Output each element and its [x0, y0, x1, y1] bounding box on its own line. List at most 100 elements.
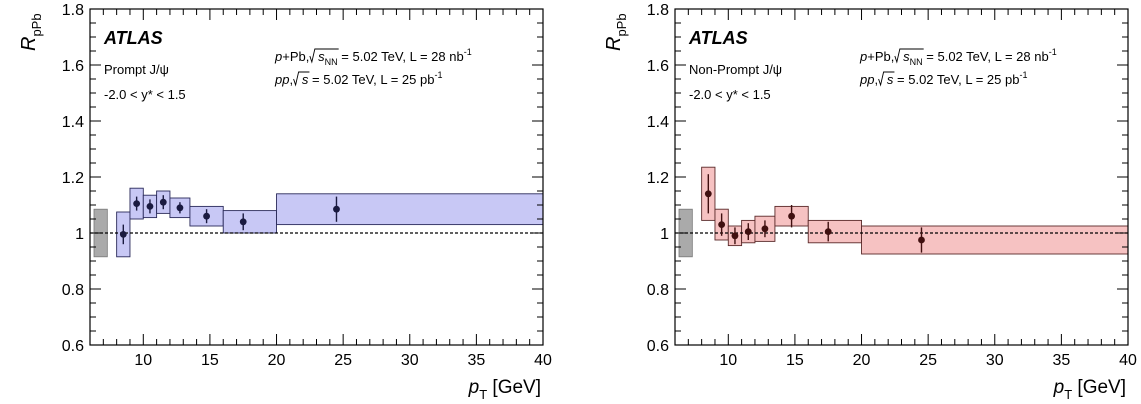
annotation-system: pp [274, 72, 289, 87]
annotation-sqrt-var: s [903, 49, 910, 64]
data-point-3 [146, 203, 154, 210]
x-tick-label: 10 [134, 352, 152, 369]
annotation-text: pp, s = 5.02 TeV, L = 25 pb-1 [274, 70, 442, 87]
systematic-box-7 [222, 210, 277, 234]
panel-prompt: 10 15 20 25 30 35 400.60.811.21.41.61.8pT [GeV… [18, 2, 552, 402]
annotation-system-rest: , [289, 72, 296, 87]
data-point-2 [718, 221, 726, 229]
x-tick-label: 30 [986, 352, 1004, 369]
x-tick-label: 35 [467, 352, 485, 369]
data-point-7 [239, 218, 247, 226]
annotation-text: p+Pb, sNN = 5.02 TeV, L = 28 nb-1 [274, 47, 472, 67]
annotation-text: pp, s = 5.02 TeV, L = 25 pb-1 [859, 70, 1027, 87]
x-axis-label-unit: [GeV] [487, 377, 541, 398]
x-tick-label: 40 [534, 352, 552, 369]
y-tick-label: 1.2 [62, 170, 84, 187]
x-tick-label: 20 [853, 352, 871, 369]
experiment-label: ATLAS [103, 28, 163, 48]
x-axis-label-unit: [GeV] [1072, 377, 1126, 398]
panel-non-prompt: 10 15 20 25 30 35 400.60.811.21.41.61.8pT [GeV… [603, 2, 1137, 402]
y-axis-label-main: R [18, 37, 40, 51]
data-point-3 [731, 232, 739, 240]
data-point-1 [704, 190, 712, 198]
x-tick-label: 15 [786, 352, 804, 369]
species-label: Prompt J/ψ [104, 62, 169, 77]
plot-area [675, 166, 1128, 258]
y-axis-label-main: R [603, 37, 625, 51]
y-tick-label: 1 [660, 226, 669, 243]
rapidity-label: -2.0 < y* < 1.5 [104, 87, 186, 102]
x-axis-label-main: p [468, 377, 480, 398]
experiment-label: ATLAS [688, 28, 748, 48]
systematic-box-8 [861, 225, 1128, 255]
x-tick-label: 30 [401, 352, 419, 369]
x-tick-label: 40 [1119, 352, 1137, 369]
y-tick-label: 1.2 [647, 170, 669, 187]
data-point-6 [203, 212, 210, 220]
data-point-1 [119, 231, 127, 238]
y-tick-label: 0.8 [647, 282, 669, 299]
x-axis-label-main: p [1053, 377, 1065, 398]
annotation-collision_line1: p+Pb, sNN = 5.02 TeV, L = 28 nb-1 [274, 47, 472, 67]
data-point-8 [918, 236, 925, 244]
sqrt-sign-icon [894, 48, 924, 64]
annotation-system-rest: +Pb, [282, 49, 313, 64]
x-axis-label: pT [GeV] [468, 377, 541, 402]
annotation-collision_line1: p+Pb, sNN = 5.02 TeV, L = 28 nb-1 [859, 47, 1057, 67]
y-tick-label: 1.4 [647, 114, 669, 131]
y-tick-label: 0.8 [62, 282, 84, 299]
x-axis-label-sub: T [479, 387, 487, 402]
annotation-collision_line2: pp, s = 5.02 TeV, L = 25 pb-1 [274, 70, 442, 87]
annotation-text: p+Pb, sNN = 5.02 TeV, L = 28 nb-1 [859, 47, 1057, 67]
x-tick-label: 35 [1052, 352, 1070, 369]
data-point-2 [133, 200, 141, 208]
x-tick-label: 20 [268, 352, 286, 369]
y-tick-label: 0.6 [62, 338, 84, 355]
annotation-sqrt-var: s [302, 72, 309, 87]
annotation-sqrt-var: s [318, 49, 325, 64]
y-tick-label: 1.8 [62, 2, 84, 19]
data-point-7 [824, 228, 832, 236]
rapidity-label: -2.0 < y* < 1.5 [689, 87, 771, 102]
x-axis-label-sub: T [1064, 387, 1072, 402]
annotation-system: pp [859, 72, 874, 87]
data-point-5 [761, 225, 769, 233]
x-tick-label: 15 [201, 352, 219, 369]
annotation-energy-lumi: = 5.02 TeV, L = 28 nb [338, 49, 464, 64]
x-axis-label: pT [GeV] [1053, 377, 1126, 402]
annotation-energy-lumi: = 5.02 TeV, L = 28 nb [923, 49, 1049, 64]
systematic-box-8 [276, 193, 543, 226]
data-point-8 [333, 205, 340, 213]
x-tick-label: 25 [919, 352, 937, 369]
y-axis-label: RpPb [18, 13, 44, 51]
annotation-lumi-exponent: -1 [434, 70, 442, 80]
annotation-system: p [274, 49, 282, 64]
y-axis-label-sub: pPb [614, 13, 629, 36]
annotation-system: p [859, 49, 867, 64]
annotation-energy-lumi: = 5.02 TeV, L = 25 pb [308, 72, 434, 87]
x-tick-label: 25 [334, 352, 352, 369]
annotation-system-rest: +Pb, [867, 49, 898, 64]
sqrt-sign-icon [878, 71, 895, 87]
data-point-4 [159, 198, 167, 206]
axis-ticks [675, 8, 1129, 346]
y-tick-label: 1 [75, 226, 84, 243]
data-point-6 [788, 212, 795, 220]
annotation-sqrt-sub: NN [325, 57, 338, 67]
annotation-lumi-exponent: -1 [1019, 70, 1027, 80]
y-tick-label: 1.8 [647, 2, 669, 19]
species-label: Non-Prompt J/ψ [689, 62, 782, 77]
x-tick-label: 10 [719, 352, 737, 369]
y-tick-label: 1.4 [62, 114, 84, 131]
data-point-5 [176, 204, 184, 212]
plot-area [90, 187, 543, 258]
data-point-4 [744, 228, 752, 236]
y-axis-label-sub: pPb [29, 13, 44, 36]
annotation-system-rest: , [874, 72, 881, 87]
annotation-lumi-exponent: -1 [464, 47, 472, 57]
annotation-collision_line2: pp, s = 5.02 TeV, L = 25 pb-1 [859, 70, 1027, 87]
sqrt-sign-icon [293, 71, 310, 87]
y-tick-label: 1.6 [647, 58, 669, 75]
annotation-energy-lumi: = 5.02 TeV, L = 25 pb [893, 72, 1019, 87]
